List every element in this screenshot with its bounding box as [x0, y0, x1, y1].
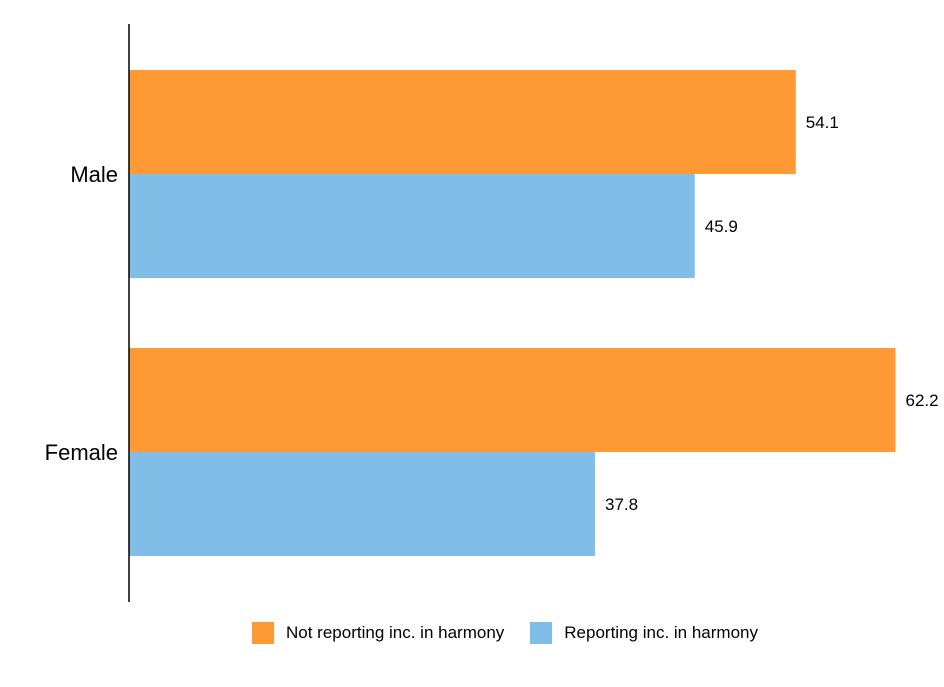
legend-swatch-reporting: [530, 622, 552, 644]
value-label-female-series-1: 37.8: [605, 495, 638, 514]
legend-label-not-reporting: Not reporting inc. in harmony: [286, 623, 504, 643]
bar-female-series-0: [130, 348, 896, 452]
bar-male-series-1: [130, 174, 695, 278]
legend-item-reporting: Reporting inc. in harmony: [530, 622, 758, 644]
value-label-male-series-0: 54.1: [806, 113, 839, 132]
legend: Not reporting inc. in harmony Reporting …: [0, 618, 944, 648]
legend-item-not-reporting: Not reporting inc. in harmony: [252, 622, 504, 644]
legend-swatch-not-reporting: [252, 622, 274, 644]
category-labels-group: Male Female: [45, 162, 118, 465]
category-label-female: Female: [45, 440, 118, 465]
bar-female-series-1: [130, 452, 596, 556]
category-label-male: Male: [70, 162, 118, 187]
bars-group: [130, 70, 896, 556]
bar-male-series-0: [130, 70, 796, 174]
value-label-female-series-0: 62.2: [906, 391, 939, 410]
legend-label-reporting: Reporting inc. in harmony: [564, 623, 758, 643]
value-label-male-series-1: 45.9: [705, 217, 738, 236]
